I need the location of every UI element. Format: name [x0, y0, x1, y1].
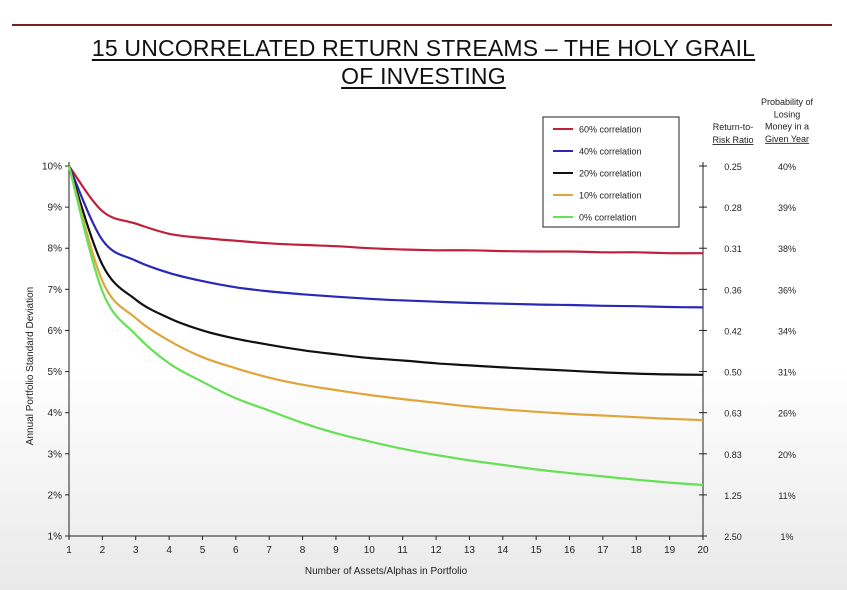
- y-tick-label: 6%: [48, 326, 63, 337]
- x-tick-label: 8: [300, 545, 306, 556]
- prob-value: 11%: [778, 491, 795, 501]
- prob-value: 26%: [778, 409, 796, 419]
- y-axis-label: Annual Portfolio Standard Deviation: [25, 287, 36, 445]
- prob-value: 34%: [778, 326, 796, 336]
- legend-label: 0% correlation: [579, 213, 637, 223]
- prob-value: 40%: [778, 162, 796, 172]
- ratio-header-line: Return-to-: [713, 122, 754, 132]
- ratio-value: 0.31: [724, 244, 742, 254]
- y-tick-label: 9%: [48, 203, 63, 214]
- prob-value: 39%: [778, 203, 796, 213]
- x-tick-label: 9: [333, 545, 339, 556]
- legend-label: 60% correlation: [579, 125, 642, 135]
- series-line-3: [67, 165, 704, 422]
- prob-header-line: Given Year: [765, 134, 809, 144]
- x-tick-label: 11: [397, 545, 408, 556]
- prob-header-line: Money in a: [765, 122, 809, 132]
- x-tick-label: 20: [697, 545, 709, 556]
- slide-title-line2: OF INVESTING: [341, 63, 506, 89]
- x-tick-label: 2: [100, 545, 106, 556]
- x-tick-label: 12: [430, 545, 442, 556]
- prob-header-line: Probability of: [761, 97, 814, 107]
- x-tick-label: 4: [166, 545, 172, 556]
- header-rule: [12, 24, 832, 26]
- x-axis-label: Number of Assets/Alphas in Portfolio: [305, 566, 468, 577]
- legend-label: 20% correlation: [579, 169, 642, 179]
- slide-title-line1: 15 UNCORRELATED RETURN STREAMS – THE HOL…: [91, 35, 756, 61]
- x-tick-label: 16: [564, 545, 576, 556]
- x-tick-label: 19: [664, 545, 676, 556]
- x-tick-label: 3: [133, 545, 139, 556]
- ratio-value: 2.50: [724, 532, 742, 542]
- y-tick-label: 8%: [48, 244, 63, 255]
- prob-value: 1%: [780, 532, 793, 542]
- ratio-value: 0.50: [724, 368, 742, 378]
- y-tick-label: 4%: [48, 408, 63, 419]
- x-tick-label: 5: [200, 545, 206, 556]
- prob-value: 31%: [778, 368, 796, 378]
- x-tick-label: 15: [531, 545, 543, 556]
- legend-label: 10% correlation: [579, 191, 642, 201]
- ratio-value: 1.25: [724, 491, 742, 501]
- prob-value: 36%: [778, 285, 796, 295]
- ratio-value: 0.36: [724, 285, 742, 295]
- x-tick-label: 6: [233, 545, 239, 556]
- x-tick-label: 14: [497, 545, 509, 556]
- ratio-value: 0.83: [724, 450, 742, 460]
- ratio-value: 0.42: [724, 326, 742, 336]
- x-tick-label: 13: [464, 545, 476, 556]
- series-line-0: [68, 165, 704, 255]
- series-line-4: [67, 165, 704, 487]
- legend-label: 40% correlation: [579, 147, 642, 157]
- x-tick-label: 1: [66, 545, 72, 556]
- y-tick-label: 5%: [48, 367, 63, 378]
- ratio-value: 0.63: [724, 409, 742, 419]
- prob-value: 38%: [778, 244, 796, 254]
- ratio-header-line: Risk Ratio: [712, 135, 753, 145]
- y-tick-label: 7%: [48, 285, 63, 296]
- x-tick-label: 10: [364, 545, 376, 556]
- y-tick-label: 2%: [48, 490, 63, 501]
- ratio-value: 0.28: [724, 203, 742, 213]
- x-tick-label: 7: [266, 545, 272, 556]
- series-line-1: [67, 165, 704, 309]
- series-line-2: [67, 165, 704, 376]
- y-tick-label: 10%: [42, 162, 62, 173]
- y-tick-label: 3%: [48, 449, 63, 460]
- x-tick-label: 18: [631, 545, 643, 556]
- prob-value: 20%: [778, 450, 796, 460]
- y-tick-label: 1%: [48, 532, 63, 543]
- ratio-value: 0.25: [724, 162, 742, 172]
- prob-header-line: Losing: [774, 109, 801, 119]
- x-tick-label: 17: [597, 545, 609, 556]
